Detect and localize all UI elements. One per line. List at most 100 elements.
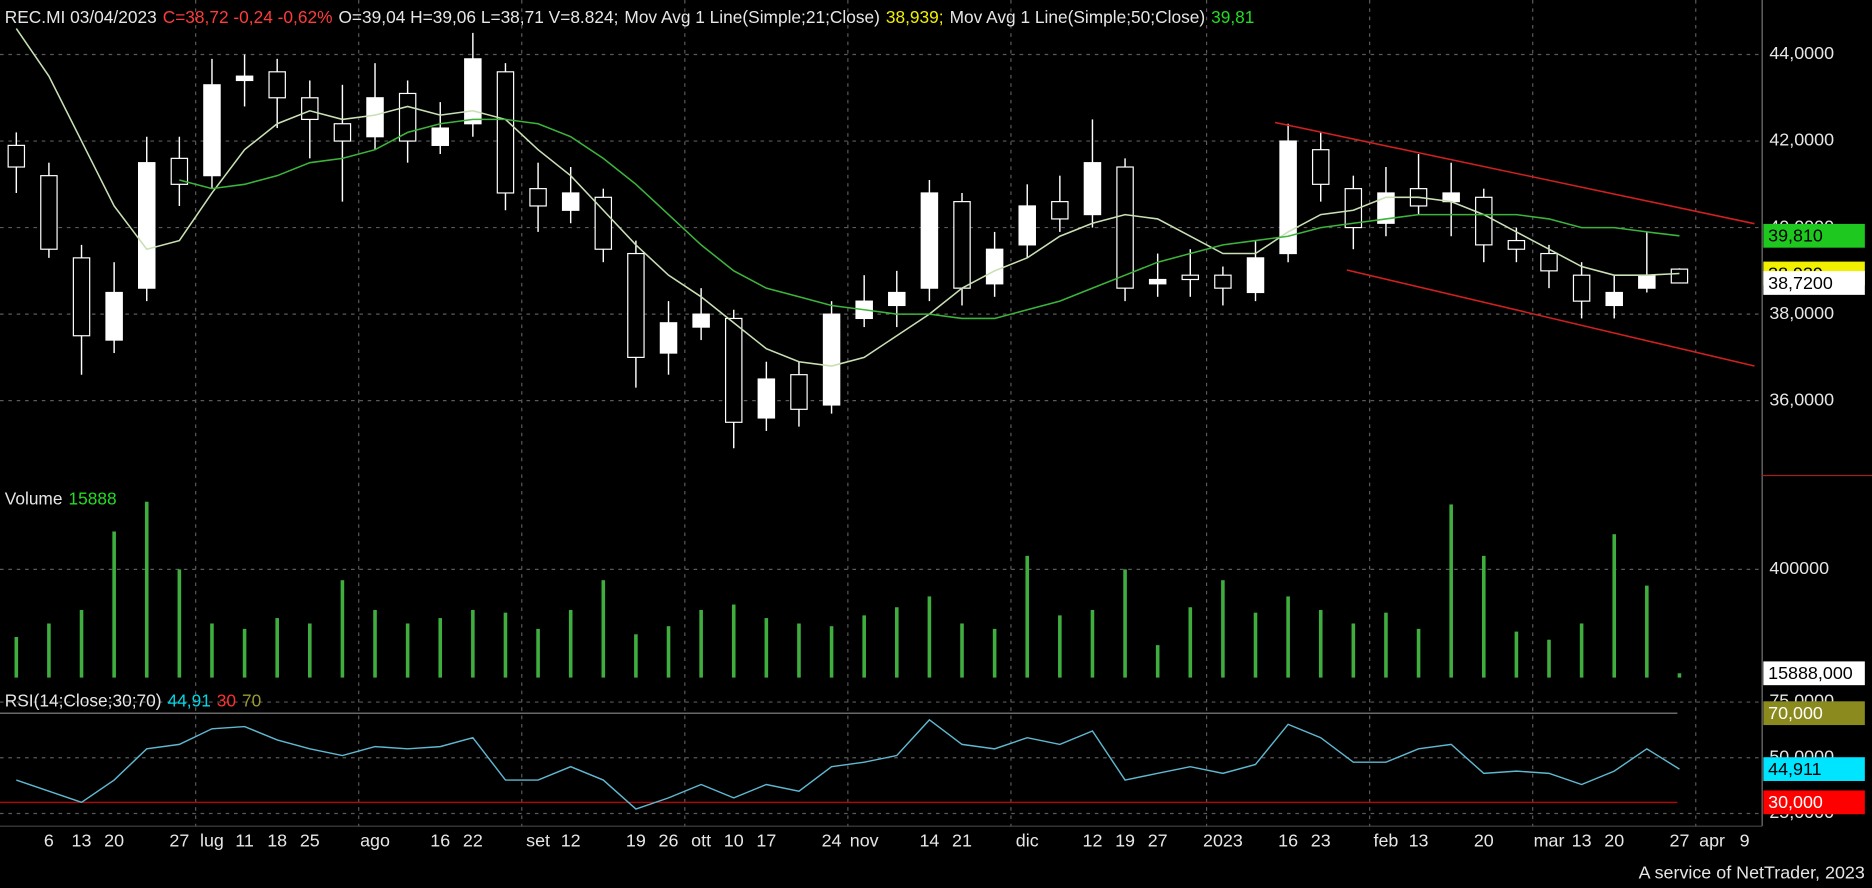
x-tick-label: 17 — [756, 830, 776, 850]
volume-bar — [731, 604, 736, 678]
x-tick-label: 27 — [169, 830, 189, 850]
candle-body — [1377, 192, 1395, 224]
y-tick-label: 42,0000 — [1769, 130, 1834, 150]
volume-bar — [79, 609, 84, 678]
candle-body — [790, 374, 808, 410]
x-tick-label: 19 — [626, 830, 646, 850]
value-tag — [1763, 661, 1865, 686]
candle-body — [1344, 188, 1363, 229]
panel-title: RSI(14;Close;30;70) 44,91 30 70 — [5, 690, 262, 710]
x-tick-label: 10 — [724, 830, 744, 850]
candle-body — [431, 127, 449, 146]
candle-body — [1507, 239, 1526, 250]
moving-average-line — [179, 118, 1680, 320]
volume-bar — [634, 634, 638, 678]
candle-body — [7, 144, 26, 168]
x-tick-label: 27 — [1148, 830, 1168, 850]
value-tag-label: 30,000 — [1768, 792, 1823, 812]
volume-bar — [503, 612, 508, 678]
legend-name: Mov Avg 1 Line(Simple;50;Close) — [950, 6, 1206, 26]
volume-bar — [1286, 596, 1290, 678]
value-tag — [1763, 757, 1865, 781]
y-tick-label: 36,0000 — [1769, 389, 1834, 409]
candle-body — [105, 291, 123, 341]
x-tick-label: 20 — [1604, 830, 1624, 850]
volume-bar — [862, 615, 866, 678]
candle-body — [1214, 274, 1232, 289]
candle-body — [594, 196, 613, 250]
value-tag-label: 70,000 — [1768, 703, 1823, 723]
volume-bar — [1351, 623, 1356, 678]
candle-body — [72, 257, 91, 337]
candle-body — [366, 97, 384, 138]
volume-bar — [568, 609, 573, 678]
candle-body — [1116, 166, 1134, 289]
x-tick-label: 9 — [1740, 830, 1750, 850]
x-tick-label: ott — [691, 830, 711, 850]
volume-bar — [1058, 615, 1062, 678]
x-tick-label: ago — [360, 830, 390, 850]
trend-line — [1274, 121, 1755, 225]
moving-average-line — [15, 28, 1680, 367]
candle-body — [1279, 140, 1297, 255]
value-tag-label: 15888,000 — [1768, 663, 1853, 683]
candle-body — [1540, 252, 1558, 272]
volume-bar — [373, 609, 377, 678]
value-tag — [1763, 271, 1865, 295]
footer: A service of NetTrader, 2023 — [1639, 862, 1865, 882]
legend-value: 38,939; — [886, 6, 944, 26]
candle-body — [301, 97, 319, 121]
x-tick-label: 20 — [1474, 830, 1494, 850]
title-part: 70 — [242, 690, 261, 710]
title-part: O=39,04 H=39,06 L=38,71 V=8.824; — [338, 6, 618, 26]
candle-body — [529, 188, 547, 207]
x-tick-label: 6 — [44, 830, 54, 850]
volume-bar — [1547, 639, 1551, 678]
x-tick-label: feb — [1374, 830, 1399, 850]
volume-bar — [1155, 645, 1160, 678]
title-text: REC.MI 03/04/2023 — [5, 6, 157, 26]
title-part: 15888 — [68, 488, 116, 508]
candle-body — [1311, 149, 1330, 185]
panel-title: Volume 15888 — [5, 488, 117, 508]
x-tick-label: nov — [850, 830, 879, 850]
x-tick-label: mar — [1534, 830, 1565, 850]
volume-bar — [47, 623, 51, 678]
volume-bar — [14, 637, 19, 678]
value-tag-label: 44,911 — [1768, 759, 1821, 779]
candle-body — [627, 252, 645, 358]
candle-body — [268, 71, 286, 99]
volume-bar — [112, 531, 116, 678]
candle-body — [235, 75, 254, 82]
candle-body — [1475, 196, 1493, 246]
volume-bar — [1449, 504, 1453, 678]
candle-body — [561, 192, 580, 211]
volume-bar — [1123, 569, 1127, 678]
volume-bar — [666, 626, 671, 678]
volume-bar — [1579, 623, 1584, 678]
x-tick-label: 25 — [300, 830, 320, 850]
x-tick-label: 2023 — [1203, 830, 1243, 850]
legend-name: Mov Avg 1 Line(Simple;21;Close) — [624, 6, 880, 26]
candle-body — [724, 317, 743, 423]
volume-bar — [960, 623, 964, 678]
panel-title: REC.MI 03/04/2023 C=38,72 -0,24 -0,62% O=3… — [5, 6, 1255, 26]
volume-bar — [275, 618, 279, 678]
candle-body — [496, 71, 515, 194]
y-tick-label: 400000 — [1769, 558, 1829, 578]
x-tick-label: 16 — [430, 830, 450, 850]
y-tick-label: 38,0000 — [1769, 303, 1834, 323]
candle-body — [757, 378, 776, 419]
volume-bar — [1645, 585, 1649, 678]
volume-bar — [927, 596, 932, 678]
volume-bar — [1188, 607, 1193, 678]
volume-bar — [340, 580, 345, 678]
x-tick-label: 24 — [822, 830, 842, 850]
volume-bar — [471, 609, 475, 678]
value-tag — [1763, 223, 1865, 248]
x-tick-label: 27 — [1669, 830, 1689, 850]
candle-body — [1083, 162, 1102, 216]
candle-body — [398, 92, 417, 142]
candle-body — [692, 313, 710, 328]
